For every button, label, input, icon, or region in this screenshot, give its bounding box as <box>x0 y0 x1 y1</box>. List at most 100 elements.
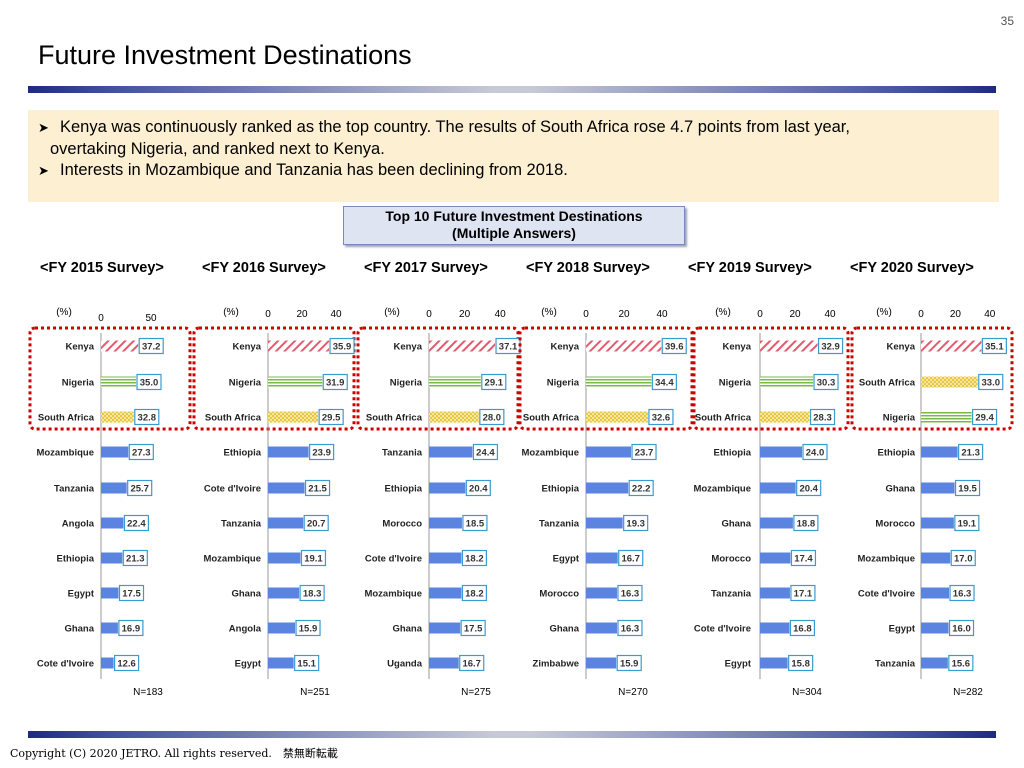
category-label: Angola <box>229 624 262 635</box>
category-label: Ghana <box>231 589 261 600</box>
category-label: Nigeria <box>390 378 423 389</box>
tick-label: 20 <box>459 309 471 320</box>
category-label: Kenya <box>886 342 915 353</box>
value-label: 19.1 <box>958 519 977 530</box>
value-label: 28.0 <box>483 413 502 424</box>
bar <box>101 482 127 494</box>
bar <box>586 552 618 564</box>
value-label-box <box>118 584 145 602</box>
bar <box>921 622 949 634</box>
value-label: 17.1 <box>794 589 813 600</box>
value-label: 16.7 <box>462 659 481 670</box>
chart-heading-line1: Top 10 Future Investment Destinations <box>385 208 643 224</box>
sample-size-label: N=282 <box>953 687 983 698</box>
value-label: 31.9 <box>326 378 345 389</box>
bar <box>268 587 300 599</box>
bar <box>921 517 954 529</box>
bar <box>429 517 462 529</box>
value-label: 21.3 <box>961 448 980 459</box>
arrow-bullet-icon: ➤ <box>38 120 49 135</box>
value-label: 20.4 <box>469 484 488 495</box>
value-label: 37.2 <box>142 342 161 353</box>
tick-label: 40 <box>495 309 507 320</box>
bar <box>586 622 617 634</box>
category-label: Egypt <box>889 624 916 635</box>
value-label-box <box>481 373 507 391</box>
category-label: Tanzania <box>54 484 95 495</box>
bar <box>586 340 662 352</box>
category-label: South Africa <box>695 413 752 424</box>
category-label: Mozambique <box>36 448 94 459</box>
category-label: Mozambique <box>693 484 751 495</box>
category-label: South Africa <box>859 378 916 389</box>
tick-label: 40 <box>824 309 836 320</box>
value-label-box <box>617 584 643 602</box>
value-label: 23.7 <box>635 448 654 459</box>
value-label: 22.2 <box>632 484 651 495</box>
tick-label: 50 <box>145 313 157 324</box>
value-label-box <box>461 584 487 602</box>
value-label: 17.0 <box>954 554 973 565</box>
survey-title-2019: <FY 2019 Survey> <box>688 260 812 276</box>
value-label: 19.3 <box>626 519 645 530</box>
bar <box>101 376 136 388</box>
bar <box>268 411 319 423</box>
value-label-box <box>617 619 643 637</box>
sample-size-label: N=270 <box>618 687 648 698</box>
bar <box>760 517 793 529</box>
bar <box>921 376 978 388</box>
bar <box>921 340 982 352</box>
category-label: Cote d'Ivoire <box>365 554 422 565</box>
category-label: Mozambique <box>364 589 422 600</box>
category-label: Ghana <box>64 624 94 635</box>
value-label-box <box>616 654 642 672</box>
bar <box>268 517 304 529</box>
sample-size-label: N=251 <box>300 687 330 698</box>
value-label-box <box>459 654 485 672</box>
value-label-box <box>809 408 836 426</box>
unit-label: (%) <box>541 307 557 318</box>
bar <box>586 446 632 458</box>
value-label: 18.2 <box>465 589 484 600</box>
tick-label: 0 <box>98 313 104 324</box>
value-label-box <box>628 479 654 497</box>
category-label: Ethiopia <box>385 484 423 495</box>
value-label-box <box>134 408 160 426</box>
value-label: 35.0 <box>140 378 159 389</box>
value-label-box <box>136 373 162 391</box>
bar <box>921 446 958 458</box>
unit-label: (%) <box>384 307 400 318</box>
bar <box>268 552 301 564</box>
bar <box>268 657 294 669</box>
bar <box>101 552 123 564</box>
category-label: Kenya <box>232 342 261 353</box>
value-label: 17.5 <box>464 624 483 635</box>
category-label: Ethiopia <box>542 484 580 495</box>
category-label: Morocco <box>875 519 915 530</box>
value-label-box <box>299 584 325 602</box>
bar <box>586 657 617 669</box>
category-label: South Africa <box>366 413 423 424</box>
bar <box>101 340 139 352</box>
top3-highlight-frame <box>850 326 1014 431</box>
bar <box>760 552 791 564</box>
bar-charts: (%) 0 50 Kenya 37.2 Nigeria 35.0 South Africa 32… <box>28 307 1014 698</box>
sample-size-label: N=304 <box>792 687 822 698</box>
category-label: Egypt <box>553 554 580 565</box>
value-label: 29.5 <box>322 413 341 424</box>
value-label: 30.3 <box>817 378 836 389</box>
bar <box>760 376 814 388</box>
value-label: 28.3 <box>813 413 832 424</box>
summary-point-2: ➤ Interests in Mozambique and Tanzania ha… <box>38 161 568 180</box>
category-label: Ethiopia <box>878 448 916 459</box>
tick-label: 0 <box>757 309 763 320</box>
value-label: 23.9 <box>312 448 331 459</box>
value-label-box <box>661 337 687 355</box>
value-label: 32.9 <box>821 342 840 353</box>
summary-text: Interests in Mozambique and Tanzania has… <box>60 161 568 179</box>
value-label-box <box>981 337 1007 355</box>
value-label-box <box>304 479 331 497</box>
tick-label: 40 <box>984 309 996 320</box>
value-label-box <box>465 479 491 497</box>
bar <box>101 411 134 423</box>
